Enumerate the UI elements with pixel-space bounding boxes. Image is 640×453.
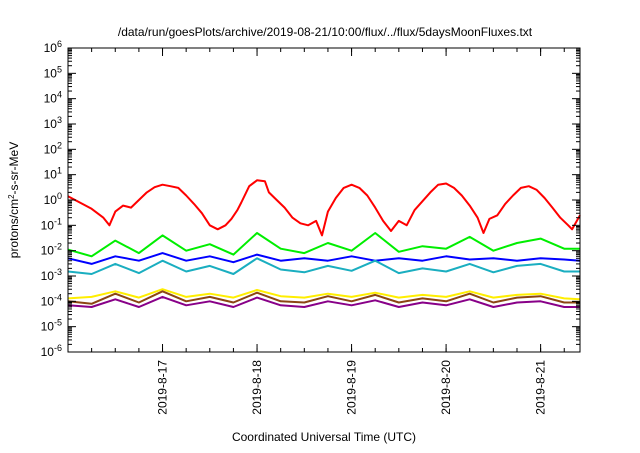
y-tick-label: 10-1: [41, 216, 62, 232]
chart-title: /data/run/goesPlots/archive/2019-08-21/1…: [118, 25, 533, 39]
y-tick-label: 10-2: [41, 242, 62, 258]
x-tick-label: 2019-8-18: [250, 360, 264, 415]
x-axis-ticks: 2019-8-17 2019-8-18 2019-8-19 2019-8-20 2019…: [67, 48, 565, 415]
series-line-6: [67, 295, 580, 308]
series-line-2: [67, 252, 581, 265]
y-tick-label: 106: [44, 39, 62, 55]
y-tick-label: 10-6: [41, 343, 62, 359]
y-tick-label: 103: [44, 115, 62, 131]
series-line-0: [67, 179, 581, 237]
y-axis-label-suffix: -s-sr-MeV: [7, 142, 21, 195]
x-tick-label: 2019-8-20: [439, 360, 453, 415]
series-line-1: [67, 232, 580, 258]
series-layer: [67, 179, 581, 308]
x-axis-label: Coordinated Universal Time (UTC): [232, 430, 416, 444]
y-axis-label: protons/cm2-s-sr-MeV: [7, 142, 22, 258]
y-tick-label: 100: [44, 191, 62, 207]
x-tick-label: 2019-8-19: [345, 360, 359, 415]
y-tick-label: 10-4: [41, 292, 62, 308]
y-tick-label: 101: [44, 166, 62, 182]
x-tick-label: 2019-8-17: [156, 360, 170, 415]
y-tick-label: 105: [44, 64, 62, 80]
y-axis-ticks: 10-6 10-5 10-4 10-3 10-2 10-1 100 101 102 103 104 1…: [41, 39, 580, 359]
y-axis-label-prefix: protons/cm: [7, 199, 21, 258]
y-tick-label: 104: [44, 90, 62, 106]
y-tick-label: 10-5: [41, 318, 62, 334]
series-line-5: [67, 290, 580, 305]
series-line-4: [67, 288, 581, 301]
y-tick-label: 10-3: [41, 267, 62, 283]
x-tick-label: 2019-8-21: [534, 360, 548, 415]
y-axis-label-sup: 2: [7, 194, 16, 199]
y-tick-label: 102: [44, 140, 62, 156]
plot-frame: [67, 47, 581, 353]
series-line-3: [67, 257, 580, 275]
